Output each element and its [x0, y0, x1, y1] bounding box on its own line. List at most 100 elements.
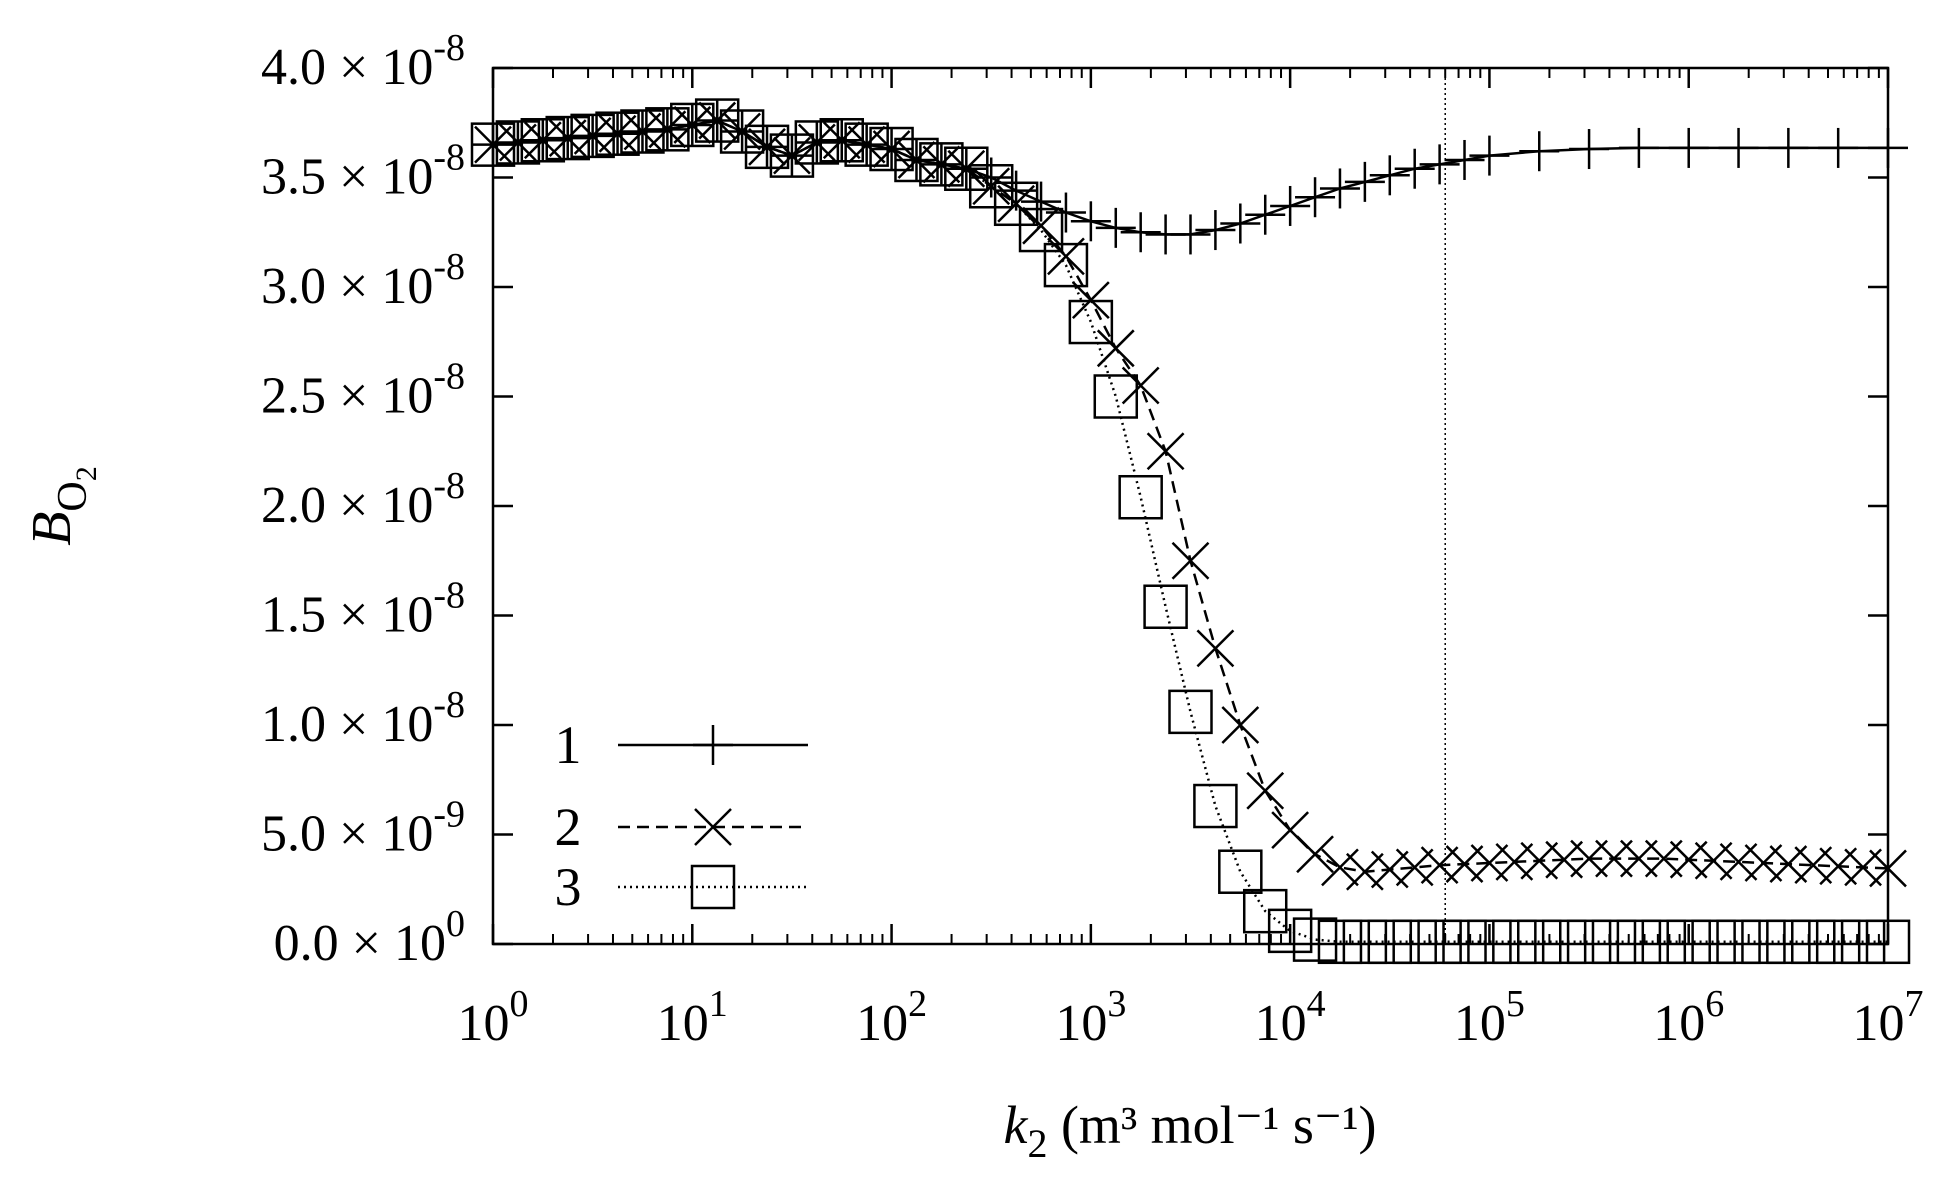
- cross-marker: [1296, 835, 1334, 874]
- y-tick-label: 2.5 × 10-8: [261, 356, 465, 425]
- square-marker: [1292, 917, 1338, 962]
- y-tick-label: 3.0 × 10-8: [261, 246, 465, 315]
- square-marker: [1815, 919, 1861, 965]
- square-marker: [1417, 919, 1462, 965]
- plus-marker: [1469, 135, 1510, 176]
- y-tick-exponent: -8: [433, 356, 465, 398]
- series-3-line: [492, 119, 1888, 944]
- y-tick-mantissa: 2.0 × 10: [261, 477, 433, 534]
- square-marker: [968, 164, 1014, 209]
- cross-marker-b: [1121, 366, 1160, 405]
- square-marker: [570, 113, 615, 159]
- square-marker: [844, 122, 889, 167]
- y-tick-exponent: 0: [446, 903, 465, 945]
- plus-marker: [1768, 127, 1809, 168]
- y-axis-title-group: BO2: [21, 466, 103, 546]
- y-tick-mantissa: 0.0 × 10: [274, 915, 446, 972]
- cross-marker-b: [1545, 840, 1584, 879]
- square-marker: [1068, 299, 1114, 345]
- square-marker: [620, 109, 665, 154]
- square-marker: [1442, 919, 1487, 965]
- cross-marker-b: [1321, 848, 1359, 887]
- cross-marker-b: [872, 130, 911, 168]
- square-marker: [1691, 919, 1736, 965]
- cross-marker-b: [1470, 844, 1509, 882]
- square-marker: [670, 102, 715, 148]
- x-tick-base: 10: [1853, 995, 1905, 1052]
- plus-marker: [1095, 207, 1136, 248]
- square-marker: [993, 181, 1039, 227]
- square-marker: [1467, 919, 1512, 965]
- cross-marker: [673, 106, 712, 144]
- x-tick-base: 10: [1055, 995, 1107, 1052]
- cross-marker-b: [997, 184, 1036, 223]
- cross-marker-b: [1445, 845, 1484, 883]
- square-marker: [944, 146, 989, 191]
- x-tick-base: 10: [1653, 995, 1705, 1052]
- x-tick-exponent: 0: [510, 983, 529, 1025]
- cross-marker-b: [1271, 811, 1310, 850]
- plus-marker: [1120, 212, 1161, 253]
- square-marker: [1218, 849, 1263, 894]
- cross-marker-b: [694, 808, 732, 846]
- y-tick-mantissa: 3.5 × 10: [261, 149, 433, 206]
- cross-marker-b: [947, 149, 986, 188]
- cross-marker-b: [1196, 629, 1235, 668]
- x-axis-units: (m³ mol⁻¹ s⁻¹): [1047, 1095, 1376, 1155]
- x-tick-label: 107: [1853, 983, 1924, 1052]
- y-tick-label: 1.5 × 10-8: [261, 575, 465, 644]
- cross-marker: [1022, 206, 1060, 245]
- y-tick-exponent: -8: [433, 575, 465, 617]
- plus-marker: [1369, 155, 1410, 196]
- legend-label: 2: [555, 797, 582, 857]
- square-marker: [769, 133, 815, 178]
- plus-marker: [1070, 201, 1111, 242]
- square-marker: [694, 98, 740, 143]
- plus-marker: [1718, 127, 1759, 168]
- plus-marker: [1170, 214, 1211, 255]
- legend-label: 3: [555, 857, 582, 917]
- square-marker: [1043, 242, 1089, 288]
- plus-marker: [1195, 210, 1236, 251]
- square-marker: [1193, 783, 1238, 829]
- cross-marker: [1246, 771, 1285, 810]
- y-tick-mantissa: 4.0 × 10: [261, 39, 433, 96]
- x-tick-label: 104: [1255, 983, 1326, 1052]
- cross-marker-b: [573, 117, 612, 155]
- y-axis-title: BO2: [21, 466, 103, 546]
- square-marker: [595, 111, 640, 156]
- plus-marker: [1394, 148, 1435, 189]
- x-tick-base: 10: [458, 995, 510, 1052]
- x-tick-label: 103: [1055, 983, 1126, 1052]
- square-marker: [1267, 908, 1313, 954]
- cross-marker: [1196, 629, 1235, 668]
- cross-marker-b: [1146, 432, 1185, 471]
- plus-marker: [1444, 139, 1485, 180]
- cross-marker: [922, 145, 961, 184]
- x-tick-exponent: 3: [1107, 983, 1126, 1025]
- square-marker: [1591, 919, 1637, 965]
- cross-marker: [1221, 706, 1260, 744]
- cross-marker: [1321, 848, 1359, 887]
- square-marker: [1143, 584, 1188, 629]
- square-marker: [1392, 919, 1437, 965]
- x-tick-base: 10: [856, 995, 908, 1052]
- cross-marker-b: [1022, 206, 1060, 245]
- square-marker: [1118, 474, 1163, 520]
- y-tick-exponent: -8: [433, 246, 465, 288]
- legend-item-3: 3: [555, 857, 808, 917]
- square-marker: [520, 118, 566, 163]
- x-tick-label: 102: [856, 983, 927, 1052]
- series-3: [470, 98, 1911, 965]
- cross-marker-b: [847, 125, 886, 164]
- cross-marker: [847, 125, 886, 164]
- x-tick-exponent: 6: [1705, 983, 1724, 1025]
- cross-marker-b: [673, 106, 712, 144]
- y-tick-mantissa: 5.0 × 10: [261, 806, 433, 863]
- cross-marker-b: [1296, 835, 1334, 874]
- plus-marker: [1519, 131, 1560, 172]
- square-marker: [819, 118, 864, 163]
- square-marker: [495, 120, 541, 165]
- plus-marker: [1295, 177, 1336, 218]
